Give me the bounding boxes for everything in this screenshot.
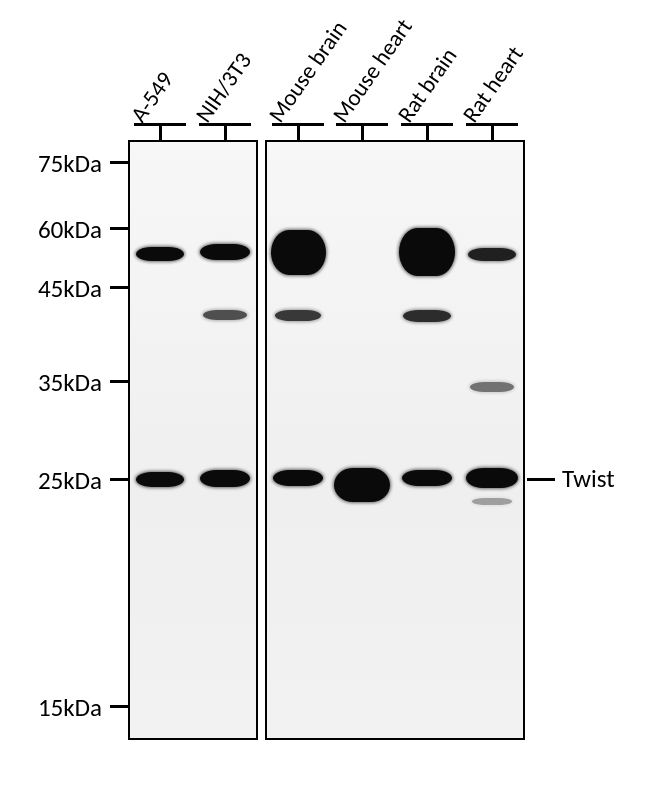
band-Rat-brain-10	[403, 310, 451, 322]
band-A-549-1	[136, 472, 184, 487]
band-Mouse-brain-5	[271, 230, 326, 275]
text: Twist	[562, 463, 615, 494]
band-Rat-heart-12	[468, 248, 516, 261]
band-Mouse-brain-7	[273, 470, 323, 486]
protein-tick	[527, 478, 555, 481]
band-Mouse-brain-6	[275, 310, 321, 321]
band-Rat-brain-9	[399, 228, 455, 276]
band-Mouse-heart-8	[334, 468, 390, 502]
western-blot-figure: 75kDa 60kDa 45kDa 35kDa 25kDa 15kDa A-54…	[0, 0, 650, 790]
band-NIH-3T3-3	[203, 310, 247, 320]
band-NIH-3T3-2	[200, 244, 250, 260]
bands-layer	[0, 0, 650, 790]
band-Rat-heart-15	[472, 498, 512, 505]
band-Rat-heart-13	[470, 382, 514, 392]
band-NIH-3T3-4	[200, 470, 250, 487]
band-A-549-0	[136, 247, 184, 261]
band-Rat-brain-11	[402, 470, 452, 486]
band-Rat-heart-14	[466, 468, 518, 488]
protein-label: Twist	[562, 463, 615, 494]
